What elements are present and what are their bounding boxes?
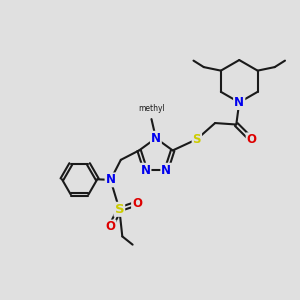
Text: N: N	[151, 132, 161, 145]
Text: N: N	[161, 164, 171, 177]
Text: N: N	[140, 164, 151, 177]
Text: O: O	[106, 220, 116, 233]
Text: N: N	[106, 173, 116, 186]
Text: N: N	[234, 96, 244, 109]
Text: O: O	[247, 133, 256, 146]
Text: O: O	[132, 197, 142, 210]
Text: N: N	[234, 96, 244, 109]
Text: S: S	[115, 203, 124, 216]
Text: methyl: methyl	[138, 103, 165, 112]
Text: S: S	[193, 133, 201, 146]
